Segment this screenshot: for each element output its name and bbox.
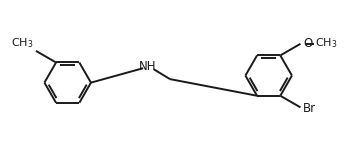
- Text: O: O: [303, 37, 313, 50]
- Text: CH$_3$: CH$_3$: [11, 36, 34, 50]
- Text: CH$_3$: CH$_3$: [315, 36, 338, 50]
- Text: Br: Br: [303, 102, 316, 115]
- Text: NH: NH: [139, 60, 156, 73]
